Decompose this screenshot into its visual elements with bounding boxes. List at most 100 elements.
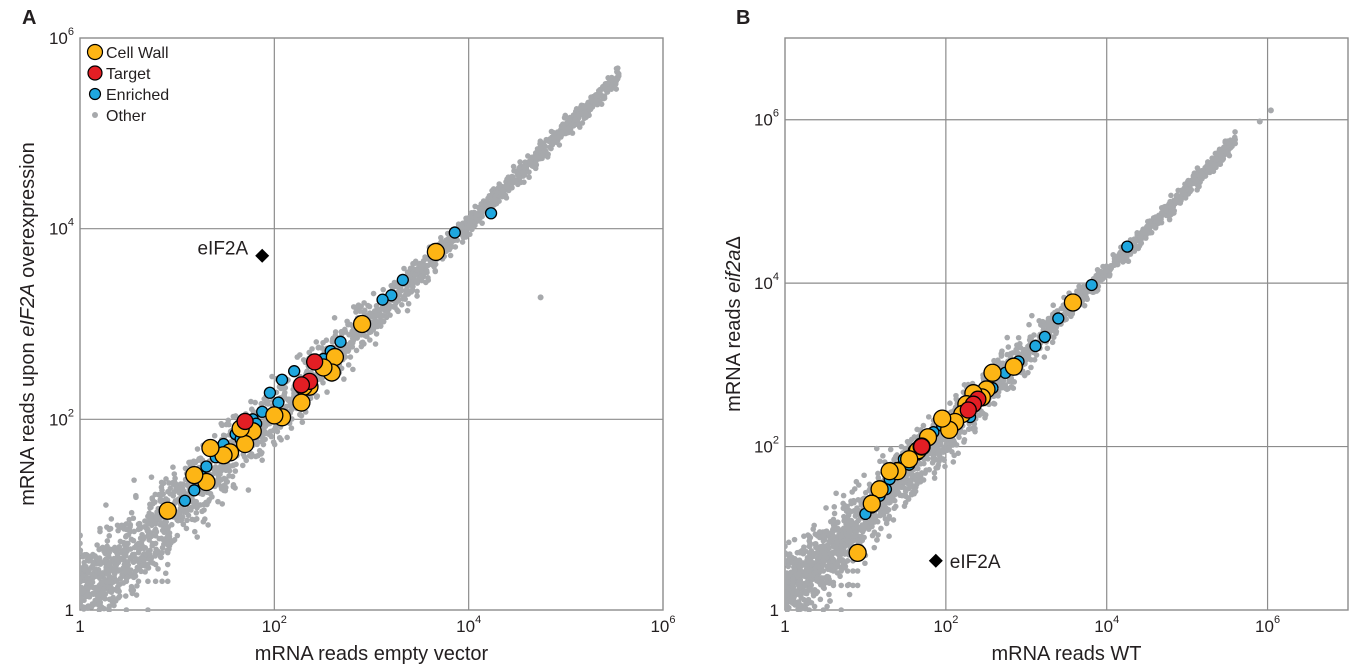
other-point [283, 403, 290, 410]
other-point [961, 429, 968, 436]
other-point [824, 574, 830, 580]
other-point [846, 591, 853, 598]
other-point [188, 507, 194, 513]
other-point [1216, 161, 1223, 167]
y-tick-label: 102 [754, 435, 779, 457]
other-point [810, 526, 817, 532]
other-point [548, 145, 554, 152]
other-point [860, 526, 867, 533]
other-point [1144, 230, 1151, 236]
other-point [1094, 266, 1101, 273]
other-point [811, 603, 818, 610]
other-point [385, 304, 392, 311]
other-point [271, 427, 277, 433]
other-point [850, 568, 856, 574]
other-point [153, 514, 159, 521]
enriched-point [396, 273, 409, 287]
other-point [527, 160, 534, 166]
target-point [912, 437, 931, 456]
other-point [806, 533, 813, 540]
other-point [947, 400, 953, 406]
other-point [123, 526, 130, 533]
other-point [1015, 334, 1022, 341]
other-point [931, 475, 938, 481]
other-point [971, 421, 978, 427]
other-point [193, 510, 200, 516]
other-point [309, 346, 315, 352]
x-tick-label: 106 [1255, 614, 1280, 636]
other-point [615, 71, 622, 78]
other-point [980, 410, 987, 417]
other-point [163, 476, 169, 482]
other-point [159, 521, 165, 527]
y-tick-label: 106 [754, 108, 779, 130]
other-point [1154, 214, 1161, 220]
enriched-point [263, 386, 277, 399]
other-point [1210, 168, 1217, 175]
other-point [1004, 334, 1011, 341]
other-point [853, 511, 859, 517]
other-point [831, 510, 838, 517]
other-point [823, 528, 830, 534]
other-point [479, 211, 485, 218]
other-point [362, 332, 369, 339]
other-point [1024, 354, 1031, 361]
other-point [111, 555, 117, 562]
other-point [810, 589, 816, 596]
other-point [262, 436, 268, 443]
other-point [183, 509, 190, 516]
other-point [117, 538, 124, 545]
other-point [115, 568, 122, 574]
other-point [460, 234, 467, 241]
other-point [101, 605, 107, 612]
other-point [106, 578, 113, 585]
other-point [338, 328, 345, 335]
other-point [375, 306, 382, 313]
target-point [236, 412, 254, 431]
other-point [278, 436, 284, 443]
other-point [845, 507, 852, 513]
other-point [1081, 288, 1088, 295]
other-point [115, 595, 122, 601]
other-point [179, 514, 186, 520]
eif2a-diamond-marker [255, 248, 270, 263]
other-point [145, 549, 151, 556]
other-point [1014, 342, 1021, 349]
other-point [871, 544, 878, 551]
other-point [1211, 156, 1218, 162]
other-point [373, 331, 380, 337]
other-point [953, 396, 960, 402]
other-point [883, 520, 890, 527]
other-point [1171, 210, 1177, 216]
other-point [797, 549, 804, 556]
other-point [596, 89, 603, 96]
other-point [1150, 223, 1157, 229]
legend-swatch-other [92, 112, 98, 118]
other-point [838, 550, 845, 556]
other-point [194, 534, 201, 540]
other-point [507, 180, 513, 186]
other-point [215, 466, 222, 473]
other-point [145, 561, 151, 568]
other-point [145, 513, 151, 520]
other-point [805, 596, 812, 603]
other-point [130, 515, 137, 522]
other-point [830, 533, 837, 540]
other-point [192, 459, 199, 466]
other-point [463, 229, 469, 236]
other-point [164, 549, 171, 556]
other-point [1084, 296, 1090, 303]
other-point [933, 465, 939, 471]
other-point [123, 607, 130, 612]
other-point [383, 314, 390, 321]
other-point [1166, 216, 1173, 223]
other-point [159, 536, 166, 543]
other-point [148, 504, 154, 511]
other-point [801, 583, 808, 589]
other-point [345, 342, 351, 348]
other-point [219, 422, 225, 429]
other-point [331, 314, 338, 321]
other-point [869, 523, 875, 530]
other-point [891, 505, 898, 512]
cell-wall-point [235, 434, 255, 454]
